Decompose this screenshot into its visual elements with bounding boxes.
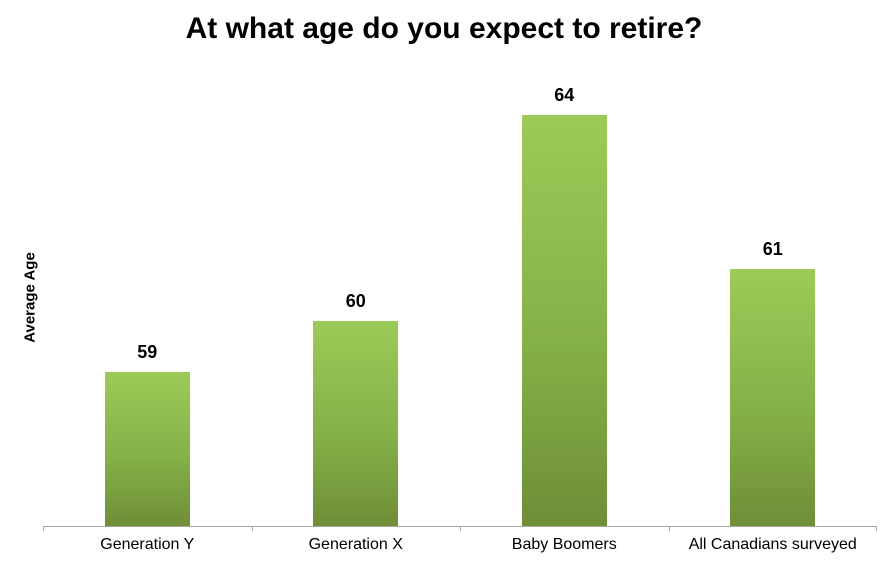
bar-value-label: 59 [137, 342, 158, 362]
axis-tick [252, 526, 253, 531]
bar-slot: 59 [43, 64, 252, 526]
bar-slot: 64 [460, 64, 669, 526]
bar-value-label: 64 [554, 85, 575, 105]
bar-value-label: 60 [345, 291, 366, 311]
axis-tick [669, 526, 670, 531]
axis-tick [876, 526, 877, 531]
bar [730, 269, 816, 526]
axis-tick [460, 526, 461, 531]
bar [104, 372, 190, 526]
bar-slot: 60 [252, 64, 461, 526]
bars-container: 59 60 64 61 [43, 64, 877, 526]
bar [521, 115, 607, 526]
bar-value-label: 61 [762, 239, 783, 259]
category-label: Generation X [308, 536, 403, 553]
category-label: All Canadians surveyed [688, 536, 857, 553]
x-axis-category-row: Generation Y Generation X Baby Boomers All … [43, 536, 877, 554]
category-label: Baby Boomers [511, 536, 617, 553]
y-axis-label: Average Age [21, 252, 39, 343]
axis-tick [43, 526, 44, 531]
bar-slot: 61 [669, 64, 878, 526]
bar [313, 321, 399, 526]
category-label: Generation Y [100, 536, 195, 553]
plot-area: 59 60 64 61 [43, 64, 877, 531]
chart-title: At what age do you expect to retire? [185, 12, 703, 45]
